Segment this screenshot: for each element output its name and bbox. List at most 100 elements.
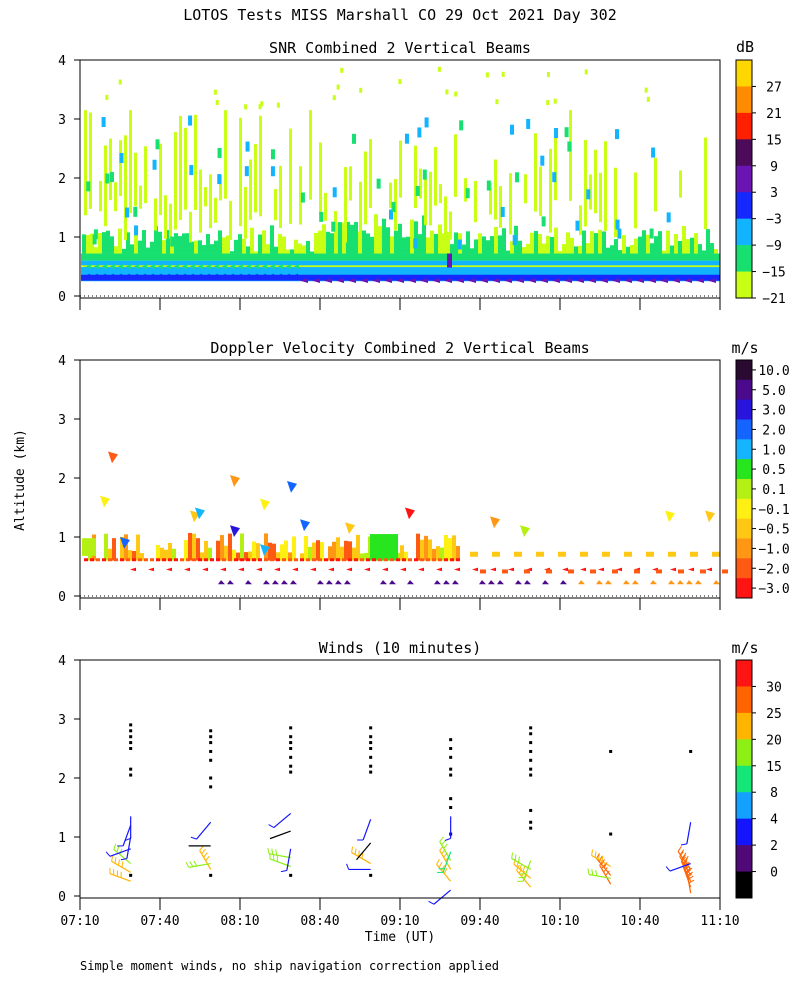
y-tick-label: 0 bbox=[58, 290, 66, 305]
snr-cell bbox=[138, 241, 142, 254]
doppler-line bbox=[252, 558, 256, 561]
snr-cell bbox=[194, 241, 198, 254]
snr-streak bbox=[244, 187, 247, 239]
snr-cell bbox=[122, 249, 126, 254]
y-tick-label: 1 bbox=[58, 231, 66, 246]
doppler-tri bbox=[148, 568, 154, 572]
snr-blob bbox=[425, 117, 429, 127]
doppler-cell bbox=[656, 569, 662, 573]
snr-streak bbox=[554, 132, 557, 201]
snr-cell bbox=[162, 240, 166, 253]
doppler-cell bbox=[292, 536, 296, 560]
snr-blob bbox=[458, 240, 462, 250]
doppler-cell bbox=[136, 535, 140, 561]
snr-blob bbox=[651, 148, 655, 158]
snr-cell bbox=[486, 240, 490, 253]
snr-blob bbox=[377, 179, 381, 189]
snr-blob bbox=[586, 189, 590, 199]
snr-cell bbox=[494, 227, 498, 254]
colorbar-label: 3 bbox=[770, 186, 778, 201]
doppler-tri bbox=[418, 568, 424, 572]
doppler-line bbox=[240, 558, 244, 561]
x-tick-label: 10:40 bbox=[620, 914, 659, 929]
snr-speck bbox=[119, 80, 122, 85]
doppler-plot-frame bbox=[80, 360, 720, 598]
doppler-cell bbox=[228, 534, 232, 561]
colorbar-label: 3.0 bbox=[762, 404, 785, 419]
snr-cell bbox=[614, 239, 618, 253]
snr-cell bbox=[530, 233, 534, 254]
snr-cell bbox=[586, 243, 590, 253]
colorbar-swatch bbox=[736, 539, 752, 559]
wind-missing-marker bbox=[129, 723, 132, 726]
doppler-cell bbox=[558, 552, 566, 557]
wind-missing-marker bbox=[449, 806, 452, 809]
winds-panel-title: Winds (10 minutes) bbox=[319, 639, 482, 657]
wind-missing-marker bbox=[609, 833, 612, 836]
wind-barb-flag bbox=[114, 844, 116, 850]
snr-blob bbox=[542, 216, 546, 226]
doppler-line bbox=[246, 558, 250, 561]
wind-missing-marker bbox=[289, 874, 292, 877]
snr-streak bbox=[509, 173, 512, 234]
snr-streak bbox=[584, 140, 587, 226]
snr-blob bbox=[650, 229, 654, 239]
snr-speck bbox=[438, 67, 441, 72]
doppler-cell bbox=[646, 552, 654, 557]
doppler-line bbox=[390, 558, 394, 561]
colorbar-swatch bbox=[736, 578, 752, 598]
doppler-line bbox=[108, 558, 112, 561]
doppler-cell bbox=[590, 569, 596, 573]
snr-cell bbox=[606, 248, 610, 254]
winds-plot-area bbox=[106, 723, 694, 904]
snr-streak bbox=[634, 172, 637, 228]
snr-cell bbox=[546, 236, 550, 254]
doppler-tri bbox=[238, 568, 244, 572]
snr-cell bbox=[230, 251, 234, 253]
doppler-tri bbox=[184, 568, 190, 572]
snr-streak bbox=[364, 152, 367, 225]
snr-cell bbox=[550, 237, 554, 254]
doppler-line bbox=[354, 558, 358, 561]
doppler-tri bbox=[382, 568, 388, 572]
snr-cell bbox=[222, 237, 226, 253]
wind-missing-marker bbox=[449, 756, 452, 759]
wind-barb-flag bbox=[355, 849, 356, 855]
snr-streak bbox=[239, 118, 242, 226]
snr-speck bbox=[585, 69, 588, 74]
snr-blob bbox=[125, 208, 129, 218]
colorbar-swatch bbox=[736, 558, 752, 578]
doppler-cell bbox=[568, 569, 574, 573]
doppler-tri bbox=[578, 580, 585, 584]
doppler-colorbar-units: m/s bbox=[731, 339, 758, 357]
snr-speck bbox=[359, 88, 362, 93]
doppler-line bbox=[384, 558, 388, 561]
snr-cell bbox=[690, 238, 694, 254]
wind-barb-flag bbox=[678, 846, 681, 851]
wind-barb bbox=[200, 850, 211, 869]
wind-missing-marker bbox=[449, 768, 452, 771]
snr-cell bbox=[466, 231, 470, 253]
doppler-line bbox=[414, 558, 418, 561]
wind-missing-marker bbox=[209, 759, 212, 762]
colorbar-label: 8 bbox=[770, 786, 778, 801]
doppler-cell bbox=[168, 543, 172, 561]
y-tick-label: 2 bbox=[58, 772, 66, 787]
wind-barb-flag bbox=[445, 838, 451, 840]
snr-streak bbox=[209, 174, 212, 228]
snr-cell bbox=[610, 245, 614, 253]
snr-cell bbox=[258, 235, 262, 254]
snr-blob bbox=[93, 234, 97, 244]
doppler-line bbox=[168, 558, 172, 561]
snr-streak bbox=[204, 187, 207, 206]
doppler-cell bbox=[612, 569, 618, 573]
snr-blob bbox=[319, 212, 323, 222]
wind-barb-flag bbox=[429, 901, 434, 904]
doppler-cell bbox=[448, 538, 452, 560]
doppler-tri bbox=[328, 568, 334, 572]
snr-cell bbox=[338, 222, 342, 253]
snr-cell bbox=[290, 249, 294, 253]
snr-cell bbox=[498, 235, 502, 253]
